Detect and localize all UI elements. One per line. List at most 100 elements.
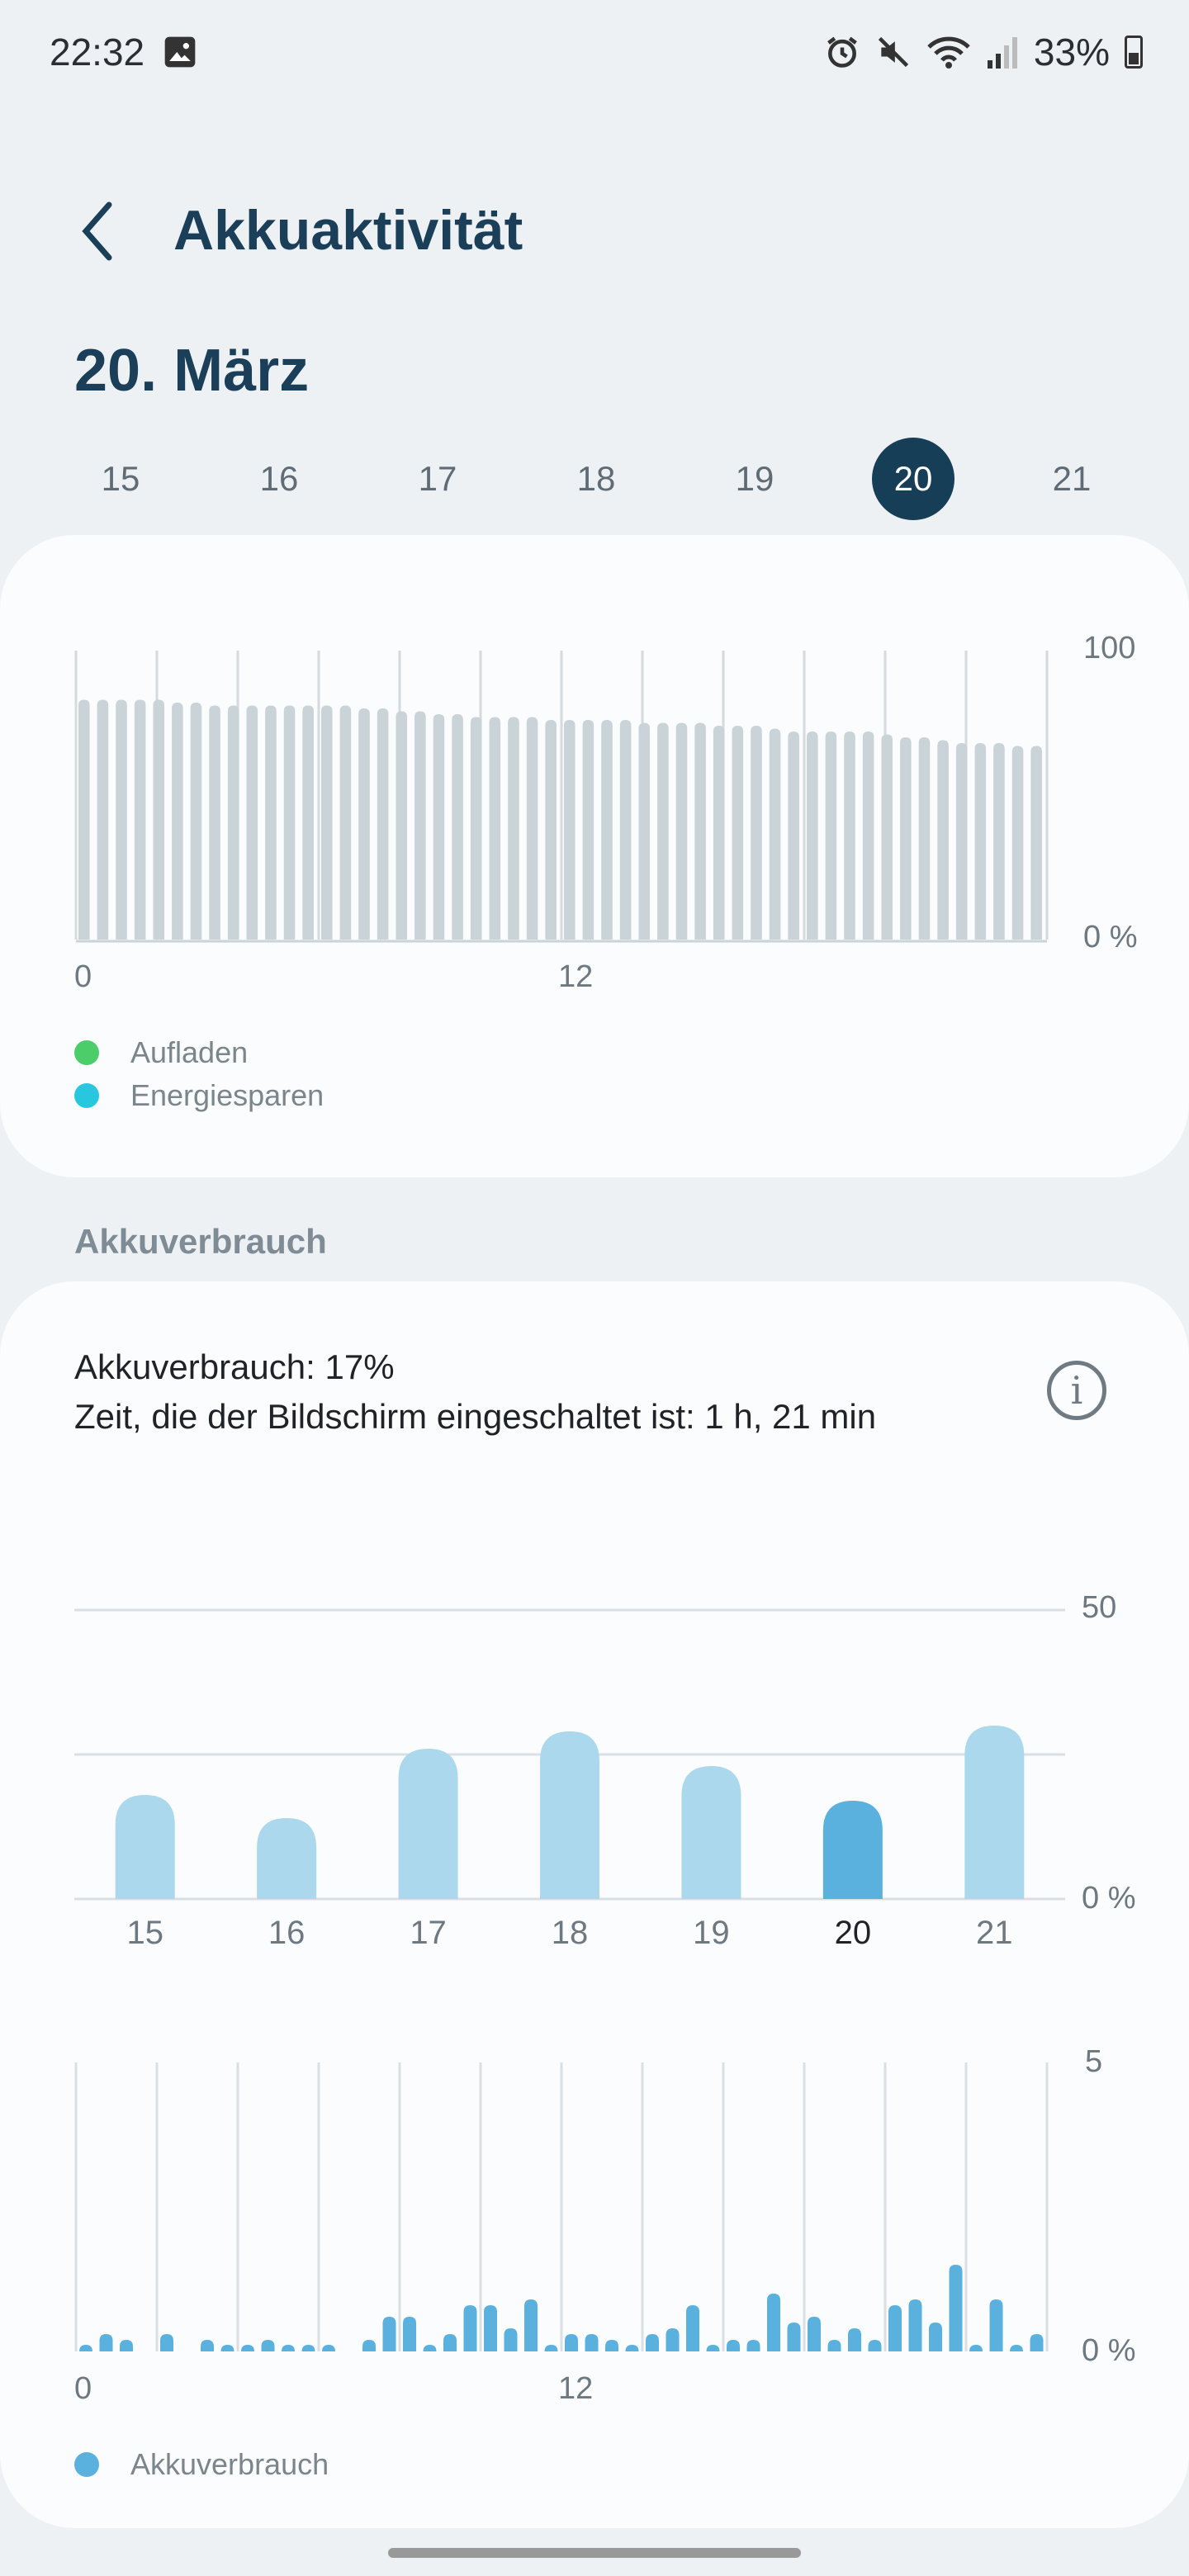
daily-bar-15 bbox=[115, 1795, 175, 1899]
level-bar bbox=[396, 711, 408, 940]
legend-usage: Akkuverbrauch bbox=[130, 2447, 329, 2481]
daily-bar-17 bbox=[398, 1749, 458, 1899]
hourly-bar bbox=[403, 2317, 416, 2351]
level-y-max: 100 bbox=[1083, 631, 1136, 665]
level-bar bbox=[246, 705, 258, 940]
day-16[interactable]: 16 bbox=[259, 459, 299, 498]
daily-bar-18 bbox=[540, 1731, 599, 1899]
level-bar bbox=[1030, 746, 1042, 940]
level-bar bbox=[862, 732, 874, 940]
hourly-bar bbox=[544, 2345, 558, 2351]
section-title-usage: Akkuverbrauch bbox=[74, 1222, 327, 1261]
daily-x-label-16: 16 bbox=[268, 1915, 306, 1951]
hourly-bar bbox=[827, 2340, 841, 2351]
hourly-bar bbox=[585, 2334, 599, 2351]
hourly-bar bbox=[767, 2294, 780, 2351]
day-20-selected[interactable]: 20 bbox=[872, 438, 955, 520]
level-bar bbox=[807, 732, 818, 940]
chevron-left-icon bbox=[82, 201, 112, 261]
level-bar bbox=[508, 717, 519, 940]
day-15[interactable]: 15 bbox=[101, 459, 140, 498]
info-icon[interactable]: i bbox=[1047, 1361, 1106, 1420]
day-19[interactable]: 19 bbox=[735, 459, 775, 498]
level-bar bbox=[825, 732, 837, 940]
level-bar bbox=[993, 743, 1005, 940]
day-21[interactable]: 21 bbox=[1052, 459, 1092, 498]
hourly-bar bbox=[282, 2345, 295, 2351]
hourly-bar bbox=[949, 2265, 963, 2351]
level-bar bbox=[190, 703, 202, 940]
day-17[interactable]: 17 bbox=[418, 459, 457, 498]
hourly-x-label-12: 12 bbox=[558, 2371, 594, 2406]
level-bar bbox=[470, 717, 482, 940]
level-bar bbox=[788, 732, 799, 940]
hourly-bar bbox=[848, 2328, 861, 2351]
back-button[interactable] bbox=[73, 198, 122, 264]
daily-x-label-21: 21 bbox=[976, 1915, 1013, 1951]
level-bar bbox=[751, 726, 762, 940]
level-x-label-12: 12 bbox=[558, 959, 594, 994]
daily-x-label-15: 15 bbox=[126, 1915, 163, 1951]
daily-bar-16 bbox=[257, 1818, 317, 1899]
level-bar bbox=[694, 722, 706, 940]
screen-on-time: Zeit, die der Bildschirm eingeschaltet i… bbox=[74, 1397, 877, 1436]
level-bar bbox=[377, 708, 389, 940]
level-bar bbox=[209, 705, 220, 940]
hourly-bar bbox=[160, 2334, 173, 2351]
hourly-bar bbox=[220, 2345, 234, 2351]
daily-bar-20 bbox=[822, 1801, 883, 1899]
level-bar bbox=[769, 728, 781, 940]
hourly-usage-chart bbox=[74, 2062, 1049, 2351]
level-bar bbox=[881, 734, 893, 940]
level-bar bbox=[358, 708, 370, 940]
legend-dot-usage bbox=[74, 2452, 99, 2477]
battery-icon bbox=[1125, 36, 1143, 69]
hourly-bar bbox=[1010, 2345, 1023, 2351]
level-bar bbox=[116, 699, 127, 940]
hourly-bar bbox=[746, 2340, 760, 2351]
hourly-bar bbox=[524, 2299, 538, 2351]
home-indicator[interactable] bbox=[388, 2548, 801, 2558]
level-bar bbox=[302, 705, 314, 940]
hourly-bar bbox=[565, 2334, 578, 2351]
wifi-icon bbox=[927, 36, 970, 69]
usage-percent: Akkuverbrauch: 17% bbox=[74, 1347, 395, 1386]
hourly-bar bbox=[322, 2345, 335, 2351]
hourly-bar bbox=[79, 2345, 92, 2351]
daily-x-label-17: 17 bbox=[410, 1915, 447, 1951]
hourly-y-max: 5 bbox=[1085, 2044, 1103, 2079]
legend-dot-charging bbox=[74, 1040, 99, 1065]
level-bar bbox=[564, 720, 576, 940]
signal-icon bbox=[987, 37, 1017, 69]
level-bar bbox=[713, 726, 725, 940]
hourly-bar bbox=[868, 2340, 882, 2351]
hourly-bar bbox=[443, 2334, 457, 2351]
daily-x-label-19: 19 bbox=[693, 1915, 730, 1951]
level-bar bbox=[918, 737, 931, 940]
day-selector: 15 16 17 18 19 20 21 bbox=[0, 438, 1189, 520]
level-bar bbox=[227, 705, 239, 940]
page-title: Akkuaktivität bbox=[173, 199, 523, 262]
battery-level-card: 100 0 % 0 12 Aufladen Energiesparen bbox=[0, 535, 1189, 1177]
level-bar bbox=[321, 705, 333, 940]
level-bar bbox=[97, 699, 109, 940]
hourly-bar bbox=[484, 2305, 497, 2351]
level-bar bbox=[601, 720, 613, 940]
hourly-bar bbox=[201, 2340, 214, 2351]
level-bar bbox=[153, 699, 165, 940]
level-bar bbox=[657, 722, 669, 940]
level-bar bbox=[974, 743, 987, 940]
level-bar bbox=[134, 699, 146, 940]
hourly-bar bbox=[888, 2305, 902, 2351]
daily-usage-chart: 15 16 17 18 19 20 21 bbox=[74, 1608, 1065, 1951]
level-bar bbox=[339, 705, 352, 940]
selected-date: 20. März bbox=[74, 338, 310, 404]
daily-bar-21 bbox=[964, 1726, 1025, 1899]
hourly-bar bbox=[646, 2334, 659, 2351]
legend-dot-power-saving bbox=[74, 1083, 99, 1108]
day-18[interactable]: 18 bbox=[576, 459, 616, 498]
hourly-x-label-0: 0 bbox=[74, 2371, 92, 2406]
legend-charging: Aufladen bbox=[130, 1035, 249, 1069]
status-time: 22:32 bbox=[50, 30, 198, 74]
legend-power-saving: Energiesparen bbox=[130, 1078, 324, 1112]
